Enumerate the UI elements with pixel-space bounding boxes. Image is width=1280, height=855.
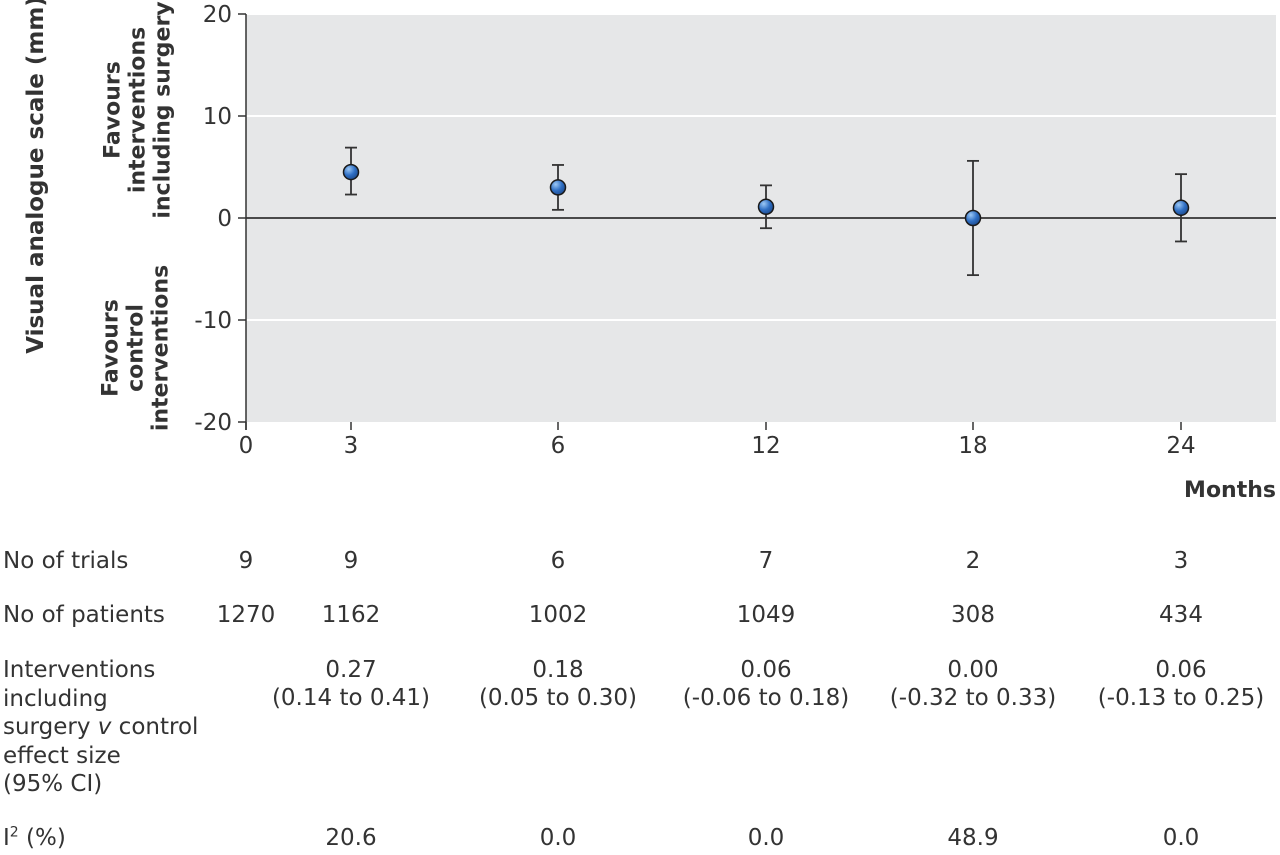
tick-labels: 20 10 0 -10 -20 0 3 6 12 18 24 <box>194 2 1195 459</box>
i2-cell-12: 0.0 <box>747 825 785 851</box>
grid <box>246 13 1276 321</box>
tick-label-x-0: 0 <box>239 433 254 459</box>
row-label-i2: I2 (%) <box>3 824 66 851</box>
tick-label-y--20: -20 <box>194 410 232 436</box>
data-marks <box>342 146 1190 277</box>
trials-cell-3: 9 <box>343 548 359 574</box>
chart: 20 10 0 -10 -20 0 3 6 12 18 24 <box>194 2 1276 459</box>
data-point-24 <box>1172 199 1190 217</box>
row-label-trials: No of trials <box>3 548 129 574</box>
tick-label-x-18: 18 <box>958 433 987 459</box>
effect-cell-6: 0.18 (0.05 to 0.30) <box>478 657 638 711</box>
effect-cell-24: 0.06 (-0.13 to 0.25) <box>1097 657 1265 711</box>
patients-cell-3: 1162 <box>321 602 381 628</box>
tick-label-x-6: 6 <box>551 433 566 459</box>
i2-cell-18: 48.9 <box>947 825 999 851</box>
i2-cell-3: 20.6 <box>325 825 377 851</box>
tick-label-y-20: 20 <box>203 2 232 28</box>
i2-cell-6: 0.0 <box>539 825 577 851</box>
row-label-patients: No of patients <box>3 602 165 628</box>
effect-cell-3: 0.27 (0.14 to 0.41) <box>271 657 431 711</box>
data-point-18 <box>964 209 982 227</box>
patients-cell-12: 1049 <box>736 602 796 628</box>
tick-label-x-12: 12 <box>751 433 780 459</box>
effect-cell-18: 0.00 (-0.32 to 0.33) <box>889 657 1057 711</box>
patients-cell-18: 308 <box>951 602 995 628</box>
data-point-6 <box>549 179 567 196</box>
tick-label-y-10: 10 <box>203 104 232 130</box>
trials-cell-12: 7 <box>758 548 774 574</box>
trials-cell-18: 2 <box>965 548 981 574</box>
effect-cell-12: 0.06 (-0.06 to 0.18) <box>682 657 850 711</box>
x-axis-label: Months <box>1184 478 1276 503</box>
data-point-3 <box>342 163 360 181</box>
trials-cell-24: 3 <box>1173 548 1189 574</box>
patients-cell-24: 434 <box>1159 602 1203 628</box>
y-axis-label: Visual analogue scale (mm) <box>23 0 49 354</box>
data-point-12 <box>757 198 775 216</box>
axes <box>238 13 1276 430</box>
tick-label-x-3: 3 <box>344 433 359 459</box>
i2-cell-24: 0.0 <box>1162 825 1200 851</box>
trials-cell-6: 6 <box>550 548 566 574</box>
patients-cell-0: 1270 <box>216 602 276 628</box>
favours-control-label: Favours control interventions <box>98 264 174 432</box>
patients-cell-6: 1002 <box>528 602 588 628</box>
tick-label-y--10: -10 <box>194 308 232 334</box>
tick-label-y-0: 0 <box>217 206 232 232</box>
favours-surgery-label: Favours interventions including surgery <box>100 1 176 219</box>
trials-cell-0: 9 <box>238 548 254 574</box>
row-label-effect: Interventions including surgery v contro… <box>3 657 199 797</box>
tick-label-x-24: 24 <box>1166 433 1195 459</box>
